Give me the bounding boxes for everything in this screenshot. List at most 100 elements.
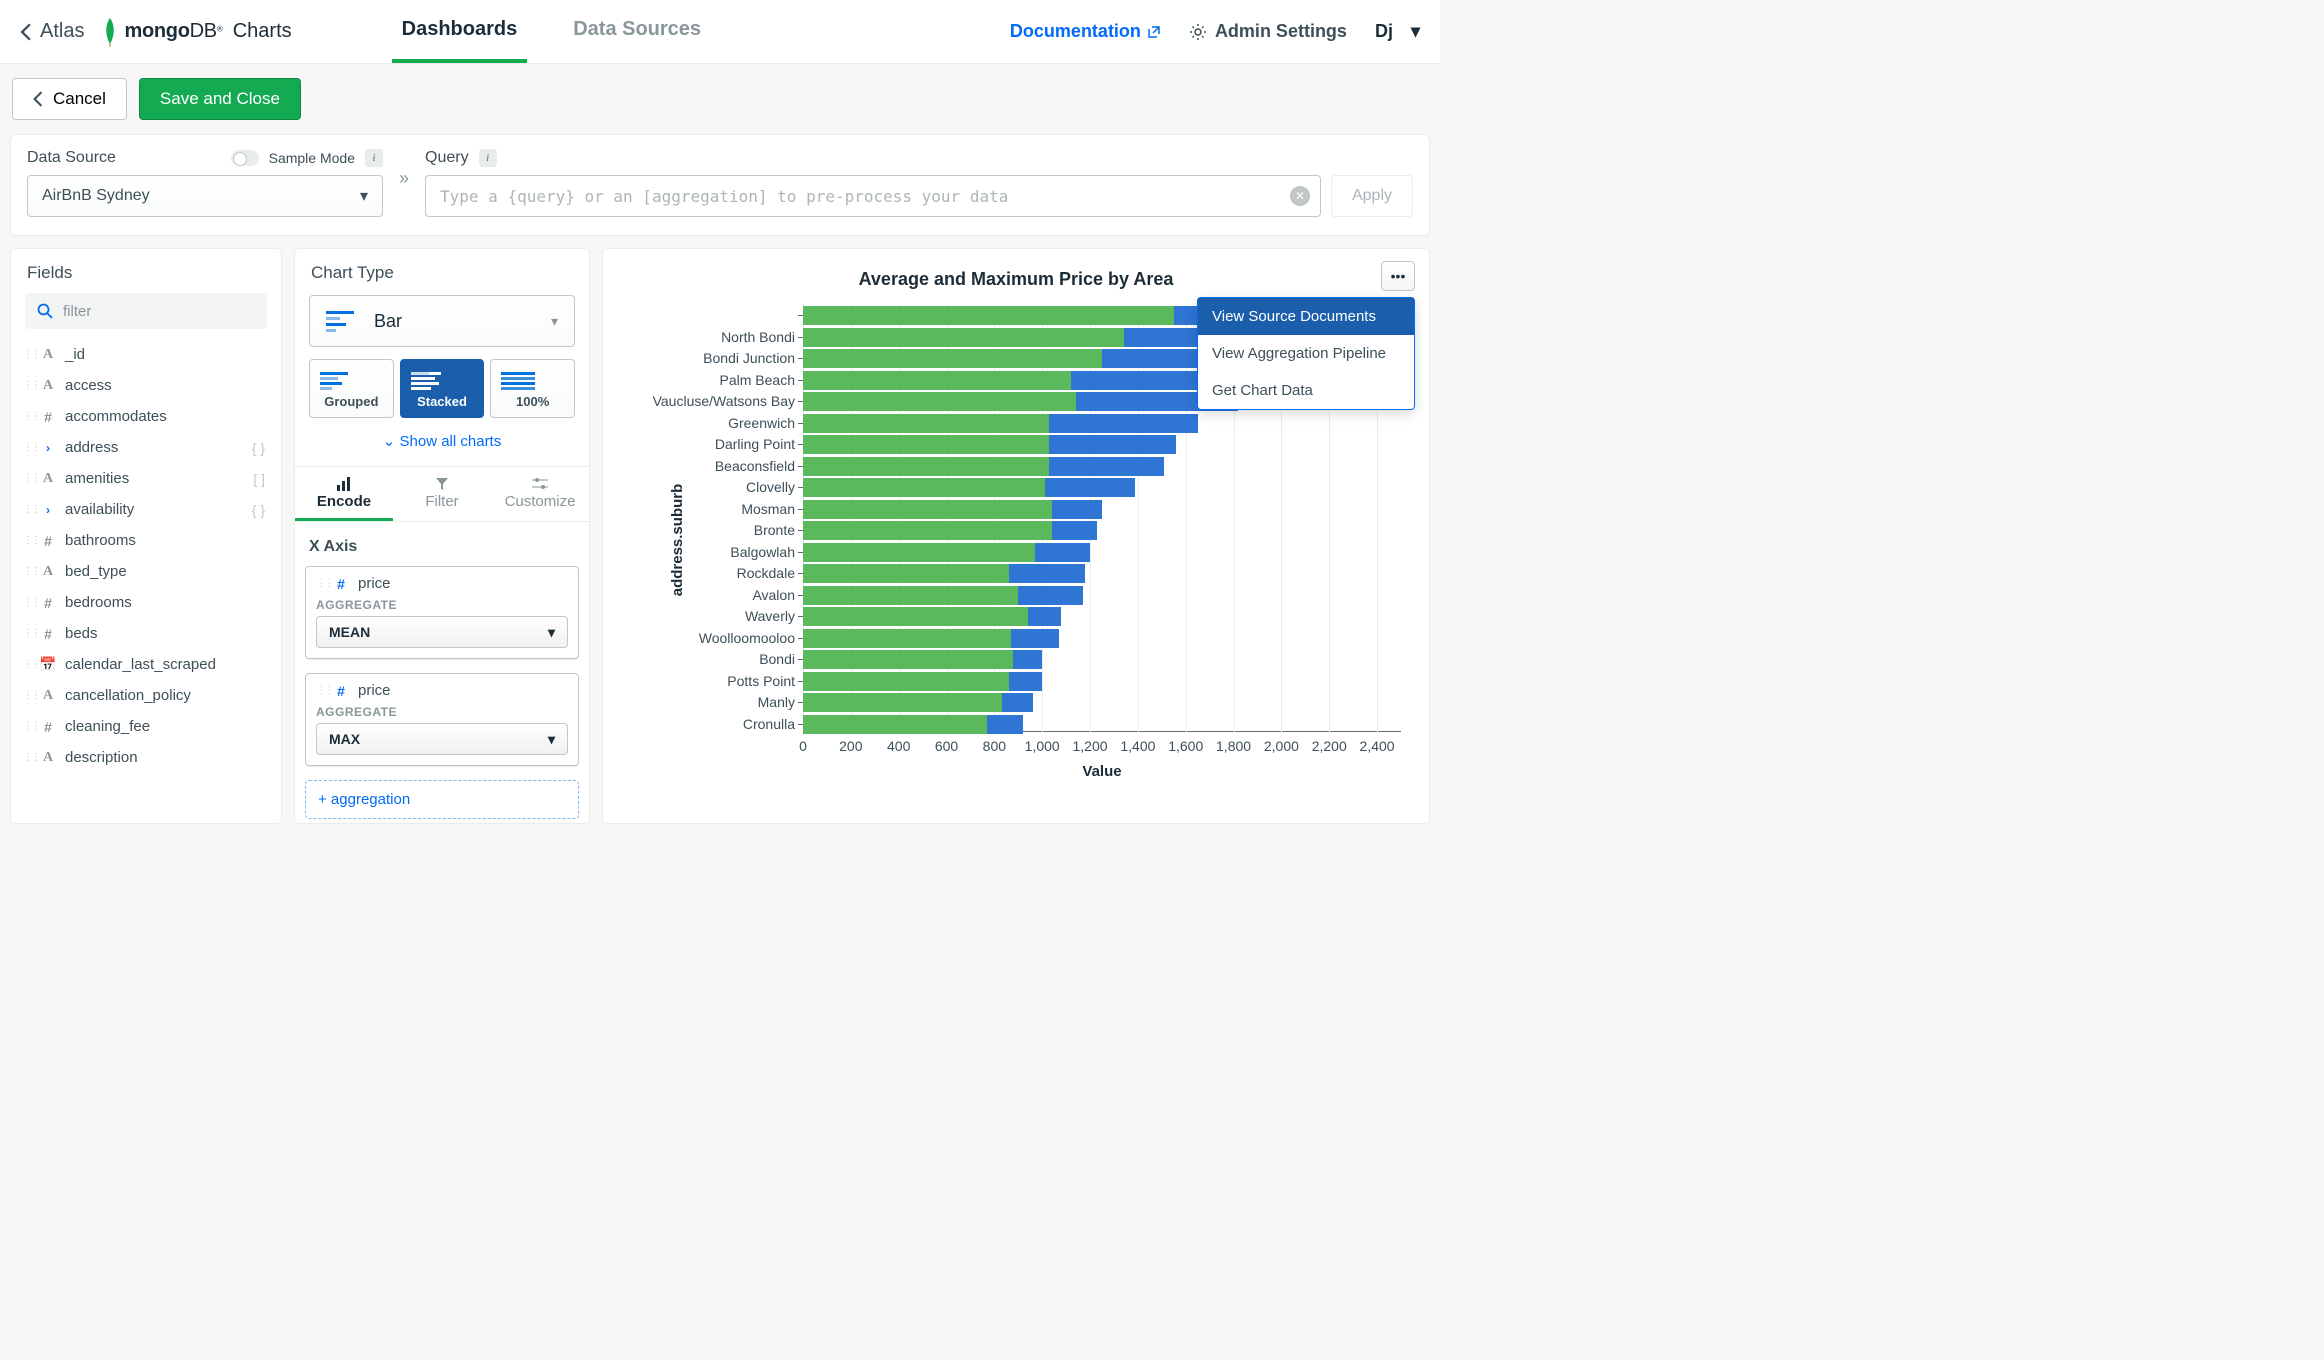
x-tick-label: 800 [983, 738, 1006, 754]
info-icon[interactable]: i [365, 149, 383, 167]
bar-max [1045, 478, 1136, 497]
bar-label: Cronulla [743, 715, 803, 734]
bar-label: Greenwich [728, 414, 803, 433]
admin-settings-link[interactable]: Admin Settings [1189, 21, 1347, 42]
save-and-close-button[interactable]: Save and Close [139, 78, 301, 120]
hundred-pct-bar-icon [495, 368, 570, 394]
apply-button[interactable]: Apply [1331, 175, 1413, 217]
field-item[interactable]: ⋮⋮A_id [11, 339, 281, 370]
query-label: Query i [425, 149, 1413, 167]
documentation-link[interactable]: Documentation [1010, 21, 1161, 42]
expand-icon[interactable]: » [397, 168, 411, 189]
bar-mean [803, 478, 1045, 497]
grouped-bar-icon [314, 368, 389, 394]
variant-grouped[interactable]: Grouped [309, 359, 394, 418]
chart-menu-button[interactable]: ••• [1381, 261, 1415, 291]
variant-stacked[interactable]: Stacked [400, 359, 485, 418]
bar-label: Clovelly [746, 478, 803, 497]
caret-down-icon: ▾ [1411, 21, 1420, 42]
field-item[interactable]: ⋮⋮Aamenities[ ] [11, 463, 281, 494]
bar-row: Darling Point [803, 435, 1401, 454]
config-row: Data Source Sample Mode i AirBnB Sydney … [10, 134, 1430, 236]
user-menu[interactable]: Dj ▾ [1375, 21, 1420, 42]
bar-max [1052, 500, 1102, 519]
field-item[interactable]: ⋮⋮Aaccess [11, 370, 281, 401]
main-row: Fields filter ⋮⋮A_id⋮⋮Aaccess⋮⋮#accommod… [0, 236, 1440, 836]
bar-max [1035, 543, 1090, 562]
tab-dashboards[interactable]: Dashboards [392, 0, 528, 63]
data-source-select[interactable]: AirBnB Sydney ▾ [27, 175, 383, 217]
bar-row: Cronulla [803, 715, 1401, 734]
funnel-icon [435, 477, 449, 491]
bar-row: Potts Point [803, 672, 1401, 691]
clear-query-icon[interactable]: ✕ [1290, 186, 1310, 206]
menu-view-source[interactable]: View Source Documents [1198, 298, 1414, 335]
x-tick-label: 1,600 [1168, 738, 1203, 754]
tab-encode[interactable]: Encode [295, 467, 393, 521]
bar-max [1049, 457, 1164, 476]
x-axis-label: X Axis [309, 538, 575, 556]
aggregate-max[interactable]: ⋮⋮#price AGGREGATE MAX▾ [305, 673, 579, 766]
field-item[interactable]: ⋮⋮#accommodates [11, 401, 281, 432]
bar-label: North Bondi [721, 328, 803, 347]
bar-mean [803, 349, 1102, 368]
sample-mode-toggle[interactable]: Sample Mode i [231, 149, 383, 167]
chart-title: Average and Maximum Price by Area [617, 269, 1415, 290]
cancel-button[interactable]: Cancel [12, 78, 127, 120]
toggle-switch[interactable] [231, 150, 259, 166]
bar-row: Beaconsfield [803, 457, 1401, 476]
x-axis-title: Value [803, 759, 1401, 780]
chart-type-section: Chart Type Bar ▾ Grouped Stacked [295, 249, 589, 466]
bar-row: Avalon [803, 586, 1401, 605]
bar-max [1049, 414, 1197, 433]
field-item[interactable]: ⋮⋮#cleaning_fee [11, 711, 281, 742]
field-item[interactable]: ⋮⋮Adescription [11, 742, 281, 773]
query-input[interactable]: Type a {query} or an [aggregation] to pr… [425, 175, 1321, 217]
fields-list: ⋮⋮A_id⋮⋮Aaccess⋮⋮#accommodates⋮⋮›address… [11, 337, 281, 823]
bar-mean [803, 521, 1052, 540]
show-all-charts[interactable]: ⌄ Show all charts [309, 418, 575, 456]
bar-row: Bronte [803, 521, 1401, 540]
add-aggregation[interactable]: + aggregation [305, 780, 579, 819]
info-icon[interactable]: i [479, 149, 497, 167]
tab-customize[interactable]: Customize [491, 467, 589, 521]
x-tick-label: 1,800 [1216, 738, 1251, 754]
field-item[interactable]: ⋮⋮#bedrooms [11, 587, 281, 618]
bar-max [1049, 435, 1176, 454]
bar-mean [803, 306, 1174, 325]
aggregate-select-max[interactable]: MAX▾ [316, 723, 568, 755]
bar-mean [803, 607, 1028, 626]
bar-mean [803, 328, 1124, 347]
aggregate-select-mean[interactable]: MEAN▾ [316, 616, 568, 648]
field-item[interactable]: ⋮⋮›availability{ } [11, 494, 281, 525]
x-tick-label: 2,000 [1264, 738, 1299, 754]
bar-mean [803, 564, 1009, 583]
field-item[interactable]: ⋮⋮Acancellation_policy [11, 680, 281, 711]
field-item[interactable]: ⋮⋮📅calendar_last_scraped [11, 649, 281, 680]
bar-row: Balgowlah [803, 543, 1401, 562]
variant-100pct[interactable]: 100% [490, 359, 575, 418]
fields-filter-input[interactable]: filter [25, 293, 267, 329]
tab-filter[interactable]: Filter [393, 467, 491, 521]
drag-icon[interactable]: ⋮⋮ [316, 689, 324, 693]
aggregate-mean[interactable]: ⋮⋮#price AGGREGATE MEAN▾ [305, 566, 579, 659]
chart-type-select[interactable]: Bar ▾ [309, 295, 575, 347]
x-tick-label: 400 [887, 738, 910, 754]
field-item[interactable]: ⋮⋮›address{ } [11, 432, 281, 463]
menu-get-data[interactable]: Get Chart Data [1198, 372, 1414, 409]
chart-variants: Grouped Stacked 100% [309, 359, 575, 418]
bar-label: Avalon [752, 586, 803, 605]
drag-icon[interactable]: ⋮⋮ [316, 582, 324, 586]
menu-view-pipeline[interactable]: View Aggregation Pipeline [1198, 335, 1414, 372]
bar-mean [803, 371, 1071, 390]
bar-mean [803, 586, 1018, 605]
tab-data-sources[interactable]: Data Sources [563, 0, 711, 63]
bar-mean [803, 672, 1009, 691]
bar-max [1002, 693, 1033, 712]
brand: mongoDB® Charts [102, 17, 291, 47]
back-to-atlas[interactable]: Atlas [20, 20, 84, 43]
field-item[interactable]: ⋮⋮#beds [11, 618, 281, 649]
field-item[interactable]: ⋮⋮#bathrooms [11, 525, 281, 556]
field-item[interactable]: ⋮⋮Abed_type [11, 556, 281, 587]
bar-label: Waverly [745, 607, 803, 626]
